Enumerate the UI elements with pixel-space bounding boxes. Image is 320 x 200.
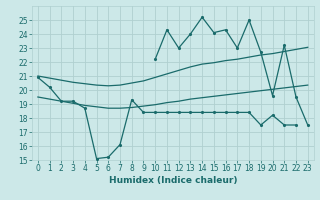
X-axis label: Humidex (Indice chaleur): Humidex (Indice chaleur) <box>108 176 237 185</box>
